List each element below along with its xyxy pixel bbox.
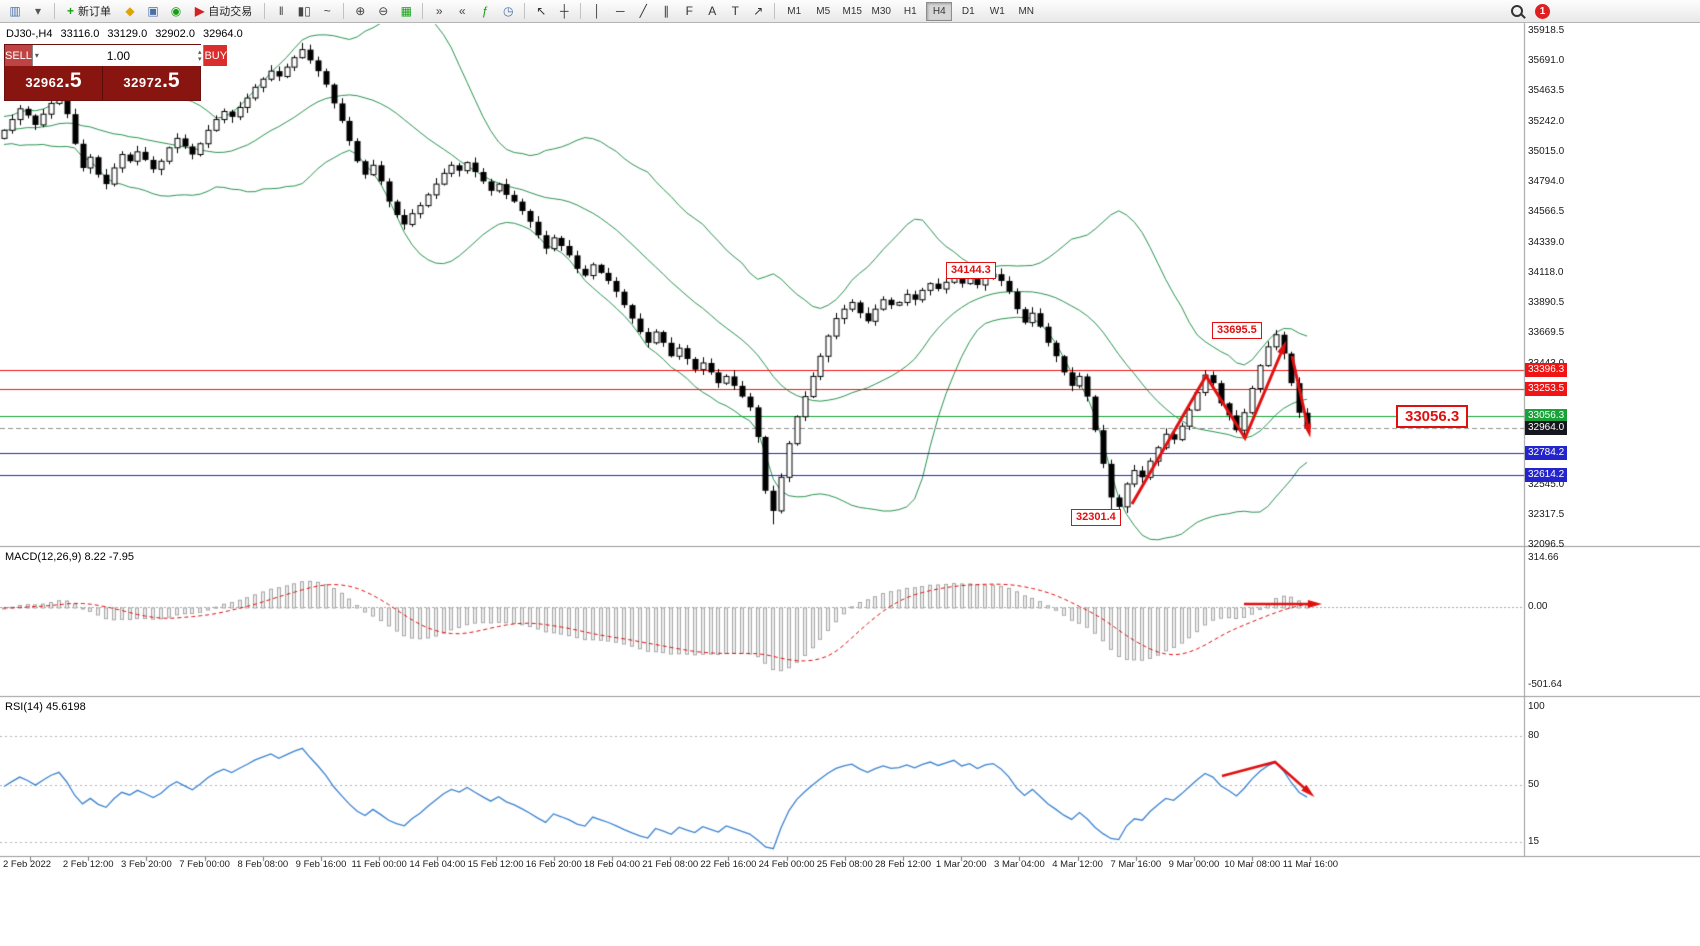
macd-indicator-label: MACD(12,26,9) 8.22 -7.95 <box>5 551 135 563</box>
periods-icon[interactable]: ◷ <box>503 4 514 18</box>
price-callout[interactable]: 32301.4 <box>1071 509 1121 527</box>
new-order-button-icon: + <box>67 4 75 18</box>
toolbar-items: ▥ ▾ + 新订单 ◆ ▣ ◉ ▶ 自动交易 ‖ ▮▯ ~ ⊕ ⊖ ▦ » « ƒ ◷ ↖ ┼ │ ─ ╱ ∥ F A T ↗ M1 M5 M… <box>4 1 1506 22</box>
sell-price-main: 32962 <box>25 75 65 90</box>
sell-price[interactable]: 32962.5 <box>5 66 102 100</box>
zoom-in-icon[interactable]: ⊕ <box>355 4 366 18</box>
new-chart-icon[interactable]: ▥ <box>9 4 21 18</box>
price-callout[interactable]: 34144.3 <box>946 261 996 279</box>
buy-button[interactable]: BUY <box>204 45 228 66</box>
cursor-icon[interactable]: ↖ <box>536 4 547 18</box>
channel-icon[interactable]: ∥ <box>663 4 670 18</box>
toolbar-right: 1 <box>1506 1 1550 22</box>
toolbar-separator <box>343 3 345 19</box>
timeframe-mn[interactable]: MN <box>1018 5 1035 17</box>
auto-trading-button-label: 自动交易 <box>208 6 253 18</box>
line-chart-icon[interactable]: ~ <box>323 4 331 18</box>
fibonacci-icon[interactable]: F <box>685 4 693 18</box>
chart-profiles-icon[interactable]: ▾ <box>34 4 42 18</box>
toolbar-separator <box>524 3 526 19</box>
timeframe-h4[interactable]: H4 <box>926 1 953 21</box>
price-callout[interactable]: 33695.5 <box>1212 321 1262 339</box>
timeframe-m5[interactable]: M5 <box>816 5 831 17</box>
crosshair-icon[interactable]: ┼ <box>559 4 569 18</box>
toolbar-separator <box>54 3 55 19</box>
timeframe-h1[interactable]: H1 <box>903 5 917 17</box>
auto-trading-button[interactable]: ▶ 自动交易 <box>188 1 259 22</box>
volume-dropdown-icon[interactable]: ▾ <box>34 51 39 60</box>
price-callout[interactable]: 33056.3 <box>1396 404 1469 428</box>
buy-price-main: 32972 <box>123 75 163 90</box>
search-icon[interactable] <box>1506 1 1528 22</box>
spin-down-icon[interactable]: ▾ <box>197 55 202 63</box>
trade-panel-controls: SELL ▾ ▴▾ BUY <box>5 45 228 66</box>
magnifier-glyph <box>1511 5 1523 17</box>
bars-chart-icon[interactable]: ‖ <box>278 4 284 18</box>
spin-up-icon[interactable]: ▴ <box>197 48 202 56</box>
notification-badge[interactable]: 1 <box>1535 3 1550 19</box>
ohlc-low: 32902.0 <box>155 28 195 40</box>
mailbox-icon[interactable]: ▣ <box>147 4 159 18</box>
trendline-icon[interactable]: ╱ <box>639 4 647 18</box>
ohlc-open: 33116.0 <box>60 28 100 40</box>
ohlc-high: 33129.0 <box>107 28 148 40</box>
alerts-icon[interactable]: ◆ <box>125 4 135 18</box>
text-icon[interactable]: A <box>708 4 717 18</box>
volume-spinner[interactable]: ▴ ▾ <box>196 49 204 63</box>
vertical-line-icon[interactable]: │ <box>593 4 602 18</box>
rsi-indicator-label: RSI(14) 45.6198 <box>5 701 86 713</box>
toolbar-separator <box>264 3 266 19</box>
toolbar-separator <box>774 3 776 19</box>
sell-button[interactable]: SELL <box>5 45 32 66</box>
new-order-button-label: 新订单 <box>78 6 112 18</box>
timeframe-w1[interactable]: W1 <box>989 5 1005 17</box>
main-toolbar: ▥ ▾ + 新订单 ◆ ▣ ◉ ▶ 自动交易 ‖ ▮▯ ~ ⊕ ⊖ ▦ » « ƒ ◷ ↖ ┼ │ ─ ╱ ∥ F A T ↗ M1 M5 M… <box>0 0 1700 23</box>
buy-price[interactable]: 32972.5 <box>103 66 200 100</box>
sell-price-frac: .5 <box>64 69 82 92</box>
timeframe-m15[interactable]: M15 <box>842 5 862 17</box>
indicators-icon[interactable]: ƒ <box>481 4 489 18</box>
symbol-period: DJ30-,H4 <box>6 28 53 40</box>
one-click-trade-panel: SELL ▾ ▴▾ BUY 32962.5 32972.5 <box>4 44 228 101</box>
trade-panel-prices: 32962.5 32972.5 <box>5 66 200 100</box>
chart-ohlc-header: DJ30-,H4 33116.0 33129.0 32902.0 32964.0 <box>6 28 243 40</box>
buy-price-frac: .5 <box>162 69 180 92</box>
new-order-button[interactable]: + 新订单 <box>60 1 118 22</box>
chart-shift-icon[interactable]: « <box>458 4 466 18</box>
market-icon[interactable]: ◉ <box>170 4 182 18</box>
toolbar-separator <box>422 3 424 19</box>
tile-windows-icon[interactable]: ▦ <box>400 4 412 18</box>
horizontal-line-icon[interactable]: ─ <box>615 4 625 18</box>
timeframe-m30[interactable]: M30 <box>871 5 891 17</box>
candlestick-chart-icon[interactable]: ▮▯ <box>297 4 311 18</box>
text-label-icon[interactable]: T <box>731 4 739 18</box>
auto-scroll-icon[interactable]: » <box>435 4 443 18</box>
price-divider <box>102 66 103 100</box>
volume-box: ▾ ▴▾ <box>31 45 205 66</box>
arrows-tool-icon[interactable]: ↗ <box>753 4 764 18</box>
timeframe-m1[interactable]: M1 <box>787 5 802 17</box>
timeframe-d1[interactable]: D1 <box>961 5 975 17</box>
toolbar-separator <box>580 3 582 19</box>
auto-trading-button-icon: ▶ <box>195 4 205 18</box>
ohlc-close: 32964.0 <box>202 28 243 40</box>
zoom-out-icon[interactable]: ⊖ <box>378 4 389 18</box>
volume-input[interactable] <box>40 48 196 63</box>
